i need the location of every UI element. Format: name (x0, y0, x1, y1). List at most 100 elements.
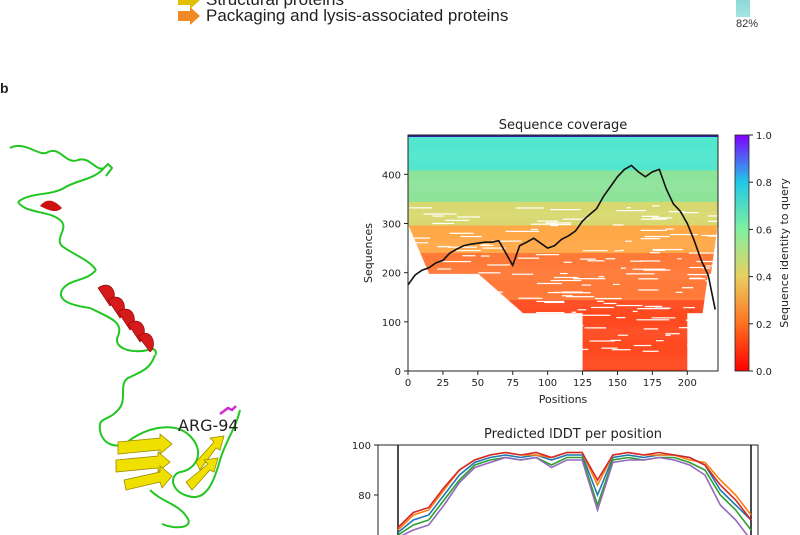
identity-colorbar (735, 135, 749, 371)
coverage-gap (433, 215, 444, 216)
coverage-gap (637, 319, 670, 320)
x-tick-label: 75 (506, 378, 519, 389)
x-tick-label: 175 (643, 378, 662, 389)
coverage-gap (436, 279, 447, 280)
coverage-gap (714, 291, 725, 292)
coverage-gap (453, 338, 467, 339)
coverage-gap (515, 325, 541, 326)
coverage-gap (432, 223, 454, 224)
coverage-gap (434, 350, 444, 351)
y-tick-label: 100 (382, 318, 401, 329)
y-tick-label: 0 (395, 367, 401, 378)
identity-bar-label: 82% (736, 18, 758, 30)
coverage-gap (582, 315, 610, 316)
arrow-icon (178, 7, 200, 25)
coverage-gap (445, 220, 469, 221)
coverage-gap (616, 305, 642, 306)
coverage-gap (645, 306, 658, 307)
y-axis-label-fragment: DT (340, 519, 341, 534)
coverage-gap (640, 260, 661, 261)
coverage-gap (551, 337, 569, 338)
coverage-gap (445, 321, 463, 322)
coverage-gap (641, 238, 660, 239)
coverage-gap (591, 307, 614, 308)
coverage-gap (630, 261, 642, 262)
coverage-gap (456, 250, 481, 251)
coverage-gap (708, 221, 719, 222)
coverage-gap (554, 277, 578, 278)
coverage-gap (424, 213, 457, 214)
coverage-gap (531, 224, 557, 225)
coverage-gap (417, 277, 429, 278)
coverage-gap (642, 216, 659, 217)
coverage-gap (682, 287, 693, 288)
coverage-gap (686, 320, 691, 321)
panel-label: b (0, 80, 9, 96)
coverage-gap (588, 260, 605, 261)
coverage-gap (603, 303, 616, 304)
coverage-gap (573, 278, 605, 279)
legend-label: Packaging and lysis-associated proteins (206, 6, 508, 26)
protein-structure: ARG-94 (0, 110, 330, 530)
coverage-gap (693, 335, 703, 336)
coverage-gap (601, 348, 617, 349)
coverage-gap (558, 351, 566, 352)
coverage-gap (702, 267, 710, 268)
identity-colorbar (736, 0, 750, 17)
colorbar-tick-label: 0.0 (756, 367, 772, 378)
coverage-gap (679, 327, 687, 328)
chart-title: Predicted lDDT per position (484, 427, 662, 442)
coverage-gap (483, 335, 491, 336)
coverage-gap (477, 300, 482, 301)
coverage-gap (438, 246, 450, 247)
coverage-gap (561, 353, 573, 354)
coverage-gap (552, 322, 579, 323)
coverage-gap (460, 361, 489, 362)
coil (104, 164, 112, 176)
coverage-gap (413, 237, 430, 238)
coverage-gap (415, 310, 430, 311)
coverage-gap (589, 340, 614, 341)
coverage-gap (409, 264, 416, 265)
coverage-gap (448, 310, 467, 311)
plot-frame (378, 445, 758, 535)
coverage-gap (550, 209, 581, 210)
coverage-gap (709, 348, 738, 349)
coverage-gap (535, 316, 562, 317)
coverage-gap (715, 258, 724, 259)
coverage-gap (536, 301, 564, 302)
coverage-gap (537, 220, 558, 221)
x-tick-label: 50 (471, 378, 484, 389)
coverage-gap (616, 210, 646, 211)
coverage-gap (537, 283, 562, 284)
coverage-gap (478, 272, 500, 273)
coverage-gap (436, 306, 442, 307)
coverage-gap (481, 255, 490, 256)
x-axis-label: Positions (539, 393, 588, 406)
coverage-gap (463, 350, 472, 351)
coverage-gap (572, 312, 577, 313)
coverage-gap (409, 329, 432, 330)
coverage-gap (510, 357, 516, 358)
coverage-gap (634, 345, 652, 346)
coverage-gap (408, 285, 426, 286)
coverage-gap (619, 250, 623, 251)
coverage-gap (652, 249, 682, 250)
colorbar-tick-label: 0.2 (756, 320, 772, 331)
coverage-gap (708, 215, 738, 216)
coverage-gap (597, 301, 604, 302)
y-tick-label: 80 (358, 491, 371, 502)
coverage-gap (553, 341, 581, 342)
coverage-gap (531, 319, 553, 320)
colorbar-tick-label: 1.0 (756, 131, 772, 142)
coverage-gap (627, 207, 631, 208)
coverage-gap (677, 258, 681, 259)
coverage-gap (485, 323, 517, 324)
coverage-gap (616, 317, 625, 318)
coverage-gap (633, 311, 638, 312)
coverage-gap (429, 295, 436, 296)
coverage-gap (645, 236, 670, 237)
coverage-gap (612, 349, 631, 350)
coverage-gap (457, 216, 480, 217)
